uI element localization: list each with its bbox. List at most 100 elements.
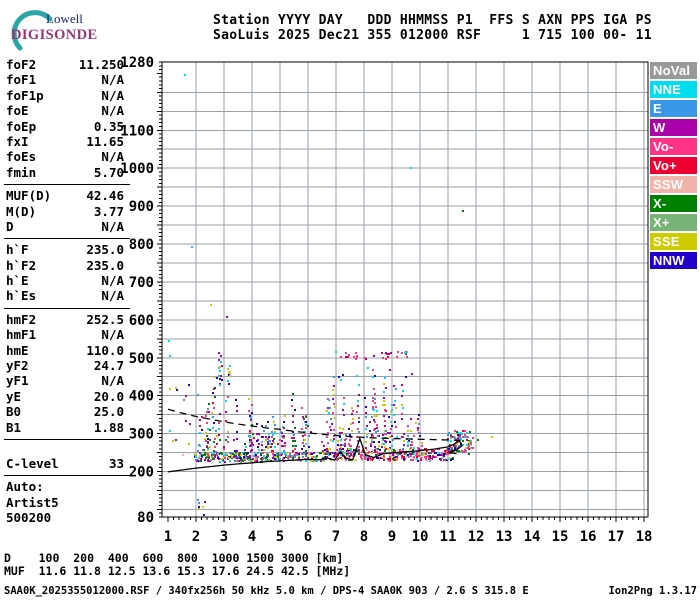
param-value: 3.77 <box>93 203 124 219</box>
logo-lowell-text: Lowell <box>46 11 83 26</box>
param-row-B0: B0 25.0 <box>4 404 130 419</box>
param-divider <box>4 475 130 477</box>
svg-text:80: 80 <box>137 510 154 526</box>
footer-muf-row: MUF 11.6 11.8 12.5 13.6 15.3 17.6 24.5 4… <box>4 564 351 578</box>
svg-text:700: 700 <box>129 275 154 291</box>
param-row-MD: M(D) 3.77 <box>4 204 130 219</box>
param-row-hmF1: hmF1 N/A <box>4 327 130 342</box>
legend-item-Vo+: Vo+ <box>650 157 697 174</box>
param-label: yE <box>6 388 22 404</box>
legend-item-W: W <box>650 119 697 136</box>
legend-item-NoVal: NoVal <box>650 62 697 79</box>
legend-item-SSE: SSE <box>650 233 697 250</box>
param-value: 11.250 <box>78 57 124 72</box>
param-value: 252.5 <box>86 311 124 327</box>
param-label: foF1p <box>6 87 44 103</box>
param-label: h`F2 <box>6 257 37 273</box>
svg-text:4: 4 <box>248 529 256 545</box>
param-divider <box>4 184 130 186</box>
svg-text:300: 300 <box>129 427 154 443</box>
param-row-hF2: h`F2 235.0 <box>4 258 130 273</box>
param-row-hmE: hmE 110.0 <box>4 343 130 358</box>
param-label: h`Es <box>6 288 37 304</box>
logo-digisonde-text: DIGISONDE <box>11 27 98 43</box>
legend-item-X-: X- <box>650 195 697 212</box>
lowell-digisonde-logo: Lowell DIGISONDE <box>11 10 98 51</box>
param-value: N/A <box>101 373 124 389</box>
svg-text:11: 11 <box>440 529 457 545</box>
param-label: h`E <box>6 273 29 289</box>
param-row-yF2: yF2 24.7 <box>4 358 130 373</box>
svg-text:5: 5 <box>276 529 284 545</box>
param-row-hE: h`E N/A <box>4 273 130 288</box>
param-value: 25.0 <box>93 404 124 420</box>
param-value: 1.88 <box>93 419 124 435</box>
footer-status-row: SAA0K_2025355012000.RSF / 340fx256h 50 k… <box>4 585 697 597</box>
footer-file-info: SAA0K_2025355012000.RSF / 340fx256h 50 k… <box>4 585 529 597</box>
param-value: 235.0 <box>86 242 124 258</box>
param-value: N/A <box>101 288 124 304</box>
svg-text:8: 8 <box>360 529 368 545</box>
svg-text:18: 18 <box>636 529 653 545</box>
svg-text:800: 800 <box>129 237 154 253</box>
y-axis-ticks <box>157 61 162 518</box>
svg-text:200: 200 <box>129 465 154 481</box>
svg-text:12: 12 <box>468 529 485 545</box>
svg-text:1: 1 <box>164 529 172 545</box>
param-label: fxI <box>6 133 29 149</box>
station-header: Station YYYY DAY DDD HHMMSS P1 FFS S AXN… <box>213 13 652 43</box>
param-label: M(D) <box>6 203 37 219</box>
parameter-panel: foF2 11.250 foF1 N/A foF1p N/A foE N/A foEp 0.35 f… <box>4 57 130 526</box>
param-row-500200: 500200 <box>4 510 130 525</box>
x-axis-ticks <box>167 517 645 522</box>
param-row-foF2: foF2 11.250 <box>4 57 130 72</box>
param-row-yF1: yF1 N/A <box>4 373 130 388</box>
param-label: foF2 <box>6 57 37 72</box>
svg-text:7: 7 <box>332 529 340 545</box>
param-label: foEs <box>6 149 37 165</box>
param-label: yF1 <box>6 373 29 389</box>
param-value: 5.70 <box>93 164 124 180</box>
svg-text:500: 500 <box>129 351 154 367</box>
param-label: hmF1 <box>6 327 37 343</box>
param-value: N/A <box>101 87 124 103</box>
param-label: h`F <box>6 242 29 258</box>
param-value: 42.46 <box>86 188 124 204</box>
param-label: 500200 <box>6 510 52 526</box>
param-row-hmF2: hmF2 252.5 <box>4 312 130 327</box>
param-row-foEs: foEs N/A <box>4 149 130 164</box>
param-row-foF1: foF1 N/A <box>4 72 130 87</box>
param-row-yE: yE 20.0 <box>4 389 130 404</box>
param-value: N/A <box>101 149 124 165</box>
svg-text:16: 16 <box>580 529 597 545</box>
param-label: MUF(D) <box>6 188 52 204</box>
echo-direction-legend: NoVal NNE E W Vo- Vo+ SSW X- X+ SSE NNW <box>650 62 697 271</box>
svg-text:900: 900 <box>129 199 154 215</box>
param-label: foEp <box>6 118 37 134</box>
svg-text:14: 14 <box>524 529 541 545</box>
svg-text:2: 2 <box>192 529 200 545</box>
param-label: B0 <box>6 404 22 420</box>
param-divider <box>4 438 130 440</box>
param-value: 33 <box>108 455 124 471</box>
svg-text:1000: 1000 <box>120 161 154 177</box>
svg-text:15: 15 <box>552 529 569 545</box>
echo-scatter <box>168 74 493 516</box>
legend-item-Vo-: Vo- <box>650 138 697 155</box>
param-row-Auto: Auto: <box>4 479 130 494</box>
svg-text:13: 13 <box>496 529 513 545</box>
param-label: fmin <box>6 164 37 180</box>
param-value: N/A <box>101 327 124 343</box>
param-divider <box>4 238 130 240</box>
param-row-foEp: foEp 0.35 <box>4 119 130 134</box>
param-value: N/A <box>101 72 124 88</box>
param-value: 235.0 <box>86 257 124 273</box>
param-row-foF1p: foF1p N/A <box>4 88 130 103</box>
legend-item-NNE: NNE <box>650 81 697 98</box>
param-row-D: D N/A <box>4 219 130 234</box>
param-value: N/A <box>101 218 124 234</box>
param-label: foE <box>6 103 29 119</box>
param-label: Auto: <box>6 479 44 495</box>
param-value: 110.0 <box>86 342 124 358</box>
